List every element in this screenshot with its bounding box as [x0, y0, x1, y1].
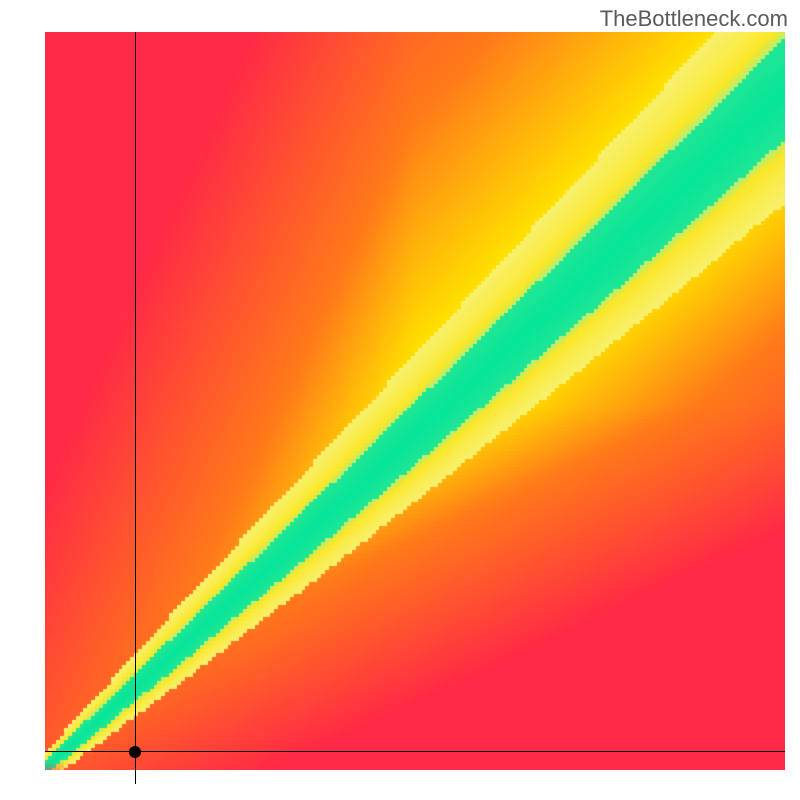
- crosshair-horizontal: [45, 751, 785, 752]
- heatmap-canvas: [45, 32, 785, 784]
- chart-container: { "watermark": { "text": "TheBottleneck.…: [0, 0, 800, 800]
- watermark-text: TheBottleneck.com: [600, 6, 788, 32]
- crosshair-vertical: [135, 32, 136, 784]
- crosshair-dot: [129, 746, 141, 758]
- bottom-gap: [45, 770, 785, 784]
- heatmap-plot: [45, 32, 785, 784]
